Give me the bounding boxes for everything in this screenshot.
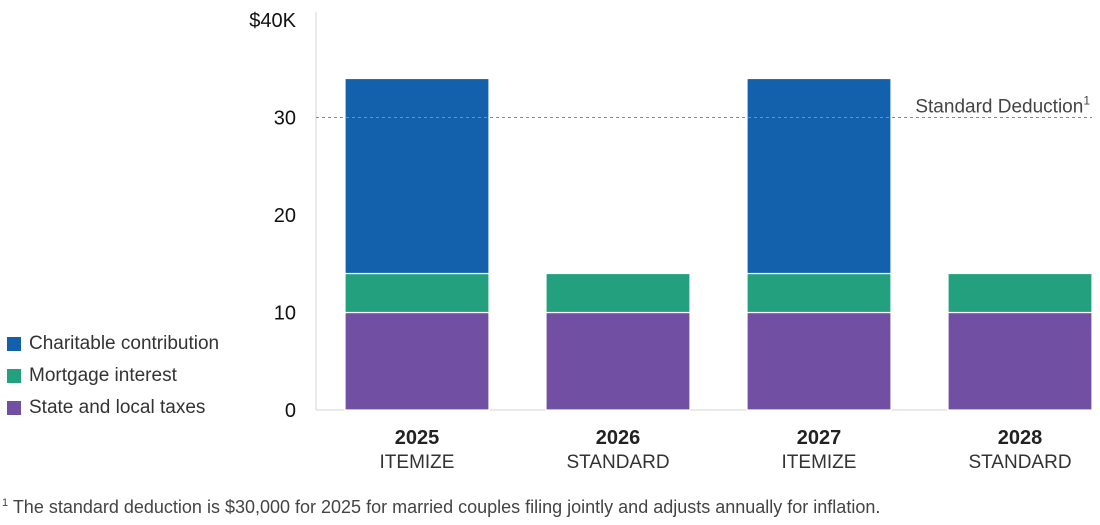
category-sublabel: ITEMIZE	[782, 452, 857, 473]
standard-deduction-footnote-marker: 1	[1083, 94, 1090, 108]
bar-state-and-local-taxes-2027	[746, 311, 892, 411]
bar-mortgage-interest-2028	[947, 272, 1093, 314]
footnote-text: The standard deduction is $30,000 for 20…	[12, 497, 881, 517]
category-sublabel: STANDARD	[566, 452, 669, 473]
y-tick-label: 30	[274, 108, 296, 130]
y-tick-label: 10	[274, 303, 296, 325]
category-label: 2027	[797, 427, 842, 449]
legend-swatch	[7, 337, 21, 351]
legend-item: Charitable contribution	[7, 328, 219, 360]
bar-mortgage-interest-2025	[344, 272, 490, 314]
legend-label: State and local taxes	[29, 397, 206, 418]
legend-item: Mortgage interest	[7, 360, 219, 392]
legend-item: State and local taxes	[7, 392, 219, 424]
legend-swatch	[7, 369, 21, 383]
category-sublabel: ITEMIZE	[380, 452, 455, 473]
category-label: 2025	[395, 427, 440, 449]
y-tick-label: 0	[285, 400, 296, 422]
bar-mortgage-interest-2027	[746, 272, 892, 314]
category-label: 2026	[596, 427, 641, 449]
bar-state-and-local-taxes-2025	[344, 311, 490, 411]
bar-mortgage-interest-2026	[545, 272, 691, 314]
category-label: 2028	[998, 427, 1043, 449]
y-tick-label: $40K	[249, 10, 296, 32]
y-tick-label: 20	[274, 205, 296, 227]
legend: Charitable contribution Mortgage interest…	[7, 328, 219, 424]
standard-deduction-label: Standard Deduction1	[915, 94, 1090, 118]
category-sublabel: STANDARD	[968, 452, 1071, 473]
legend-swatch	[7, 401, 21, 415]
legend-label: Charitable contribution	[29, 333, 220, 354]
bar-state-and-local-taxes-2026	[545, 311, 691, 411]
footnote: 1 The standard deduction is $30,000 for …	[2, 497, 880, 518]
bar-state-and-local-taxes-2028	[947, 311, 1093, 411]
bar-charitable-contribution-2027	[746, 77, 892, 275]
bar-charitable-contribution-2025	[344, 77, 490, 275]
footnote-marker: 1	[2, 497, 9, 509]
legend-label: Mortgage interest	[29, 365, 177, 386]
